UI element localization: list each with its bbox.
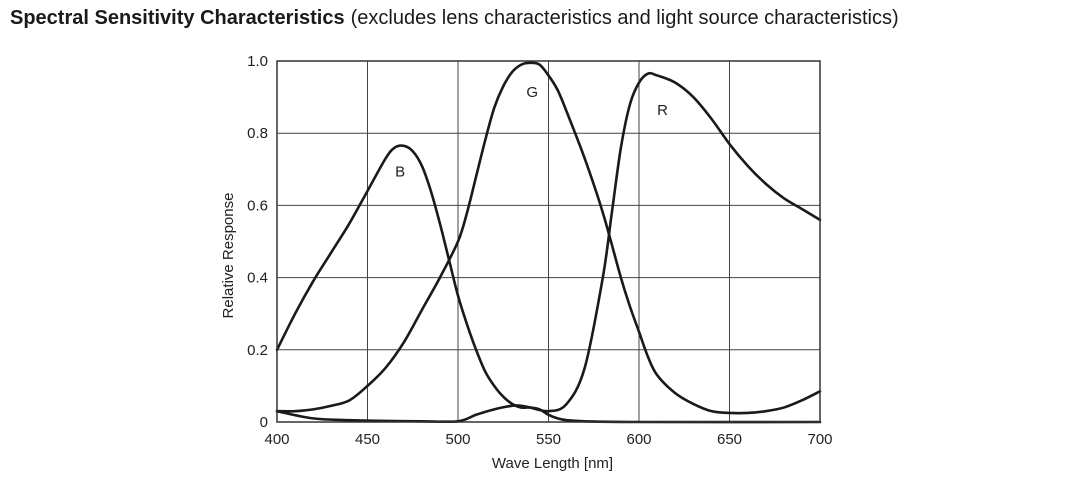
tick-layer: 400 450 500 550 600 650 700 0 0.2 0.4 0.6 0.8 1.0 bbox=[247, 53, 832, 448]
x-tick-label-650: 650 bbox=[717, 431, 742, 448]
chart-title: Spectral Sensitivity Characteristics bbox=[10, 7, 345, 29]
grid-layer bbox=[277, 61, 820, 422]
y-tick-label-0: 0 bbox=[260, 414, 268, 431]
y-tick-label-0.8: 0.8 bbox=[247, 125, 268, 142]
chart-title-row: Spectral Sensitivity Characteristics (exc… bbox=[10, 7, 899, 30]
plot-frame bbox=[276, 60, 821, 423]
y-tick-label-0.2: 0.2 bbox=[247, 342, 268, 359]
x-tick-label-400: 400 bbox=[264, 431, 289, 448]
x-tick-label-550: 550 bbox=[536, 431, 561, 448]
x-tick-label-450: 450 bbox=[355, 431, 380, 448]
y-tick-label-1: 1.0 bbox=[247, 53, 268, 70]
x-tick-label-500: 500 bbox=[445, 431, 470, 448]
series-label-g: G bbox=[526, 84, 538, 101]
label-layer: B G R Wave Length [nm] Relative Response bbox=[220, 84, 668, 472]
series-label-b: B bbox=[395, 164, 405, 181]
frame-layer bbox=[276, 60, 821, 423]
y-axis-label: Relative Response bbox=[220, 193, 237, 319]
x-tick-label-700: 700 bbox=[807, 431, 832, 448]
y-tick-label-0.4: 0.4 bbox=[247, 270, 268, 287]
chart-subtitle: (excludes lens characteristics and light… bbox=[350, 7, 899, 29]
x-axis-label: Wave Length [nm] bbox=[492, 455, 613, 472]
series-line-b bbox=[275, 144, 822, 424]
series-label-r: R bbox=[657, 102, 668, 119]
series-line-g bbox=[275, 61, 822, 415]
y-tick-label-0.6: 0.6 bbox=[247, 197, 268, 214]
x-tick-label-600: 600 bbox=[626, 431, 651, 448]
